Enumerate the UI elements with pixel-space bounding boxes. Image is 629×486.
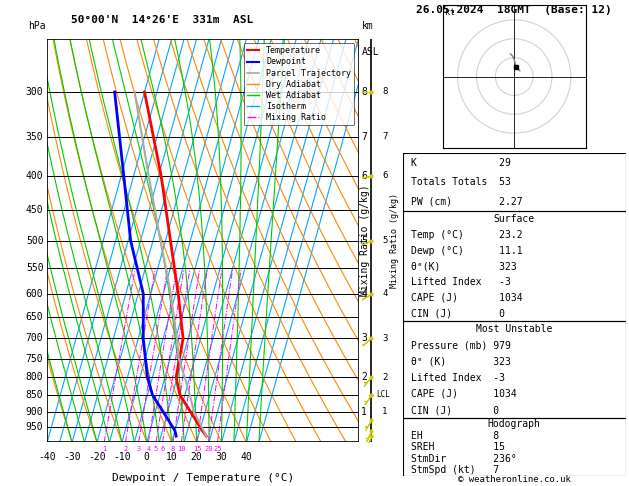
Text: 10: 10 [166, 452, 177, 462]
Text: 30: 30 [216, 452, 228, 462]
Text: CAPE (J)       1034: CAPE (J) 1034 [411, 293, 523, 303]
Text: 4: 4 [361, 289, 367, 298]
Text: CIN (J)       0: CIN (J) 0 [411, 405, 499, 415]
Text: 2: 2 [123, 446, 128, 452]
Text: 8: 8 [382, 87, 387, 96]
Text: 5: 5 [382, 236, 387, 245]
Text: 5: 5 [361, 236, 367, 245]
Text: 850: 850 [26, 390, 43, 400]
Text: 3: 3 [361, 333, 367, 344]
Text: 3: 3 [382, 334, 387, 343]
Text: CIN (J)        0: CIN (J) 0 [411, 308, 506, 318]
Text: 4: 4 [382, 289, 387, 298]
Text: PW (cm)        2.27: PW (cm) 2.27 [411, 196, 523, 207]
Text: 800: 800 [26, 372, 43, 382]
Text: Totals Totals  53: Totals Totals 53 [411, 177, 511, 187]
Text: 2: 2 [361, 372, 367, 382]
Text: 650: 650 [26, 312, 43, 322]
Text: Dewpoint / Temperature (°C): Dewpoint / Temperature (°C) [112, 472, 294, 483]
Text: 1: 1 [361, 407, 367, 417]
Text: θᵉ(K)          323: θᵉ(K) 323 [411, 261, 517, 271]
Legend: Temperature, Dewpoint, Parcel Trajectory, Dry Adiabat, Wet Adiabat, Isotherm, Mi: Temperature, Dewpoint, Parcel Trajectory… [243, 43, 354, 125]
Text: 6: 6 [160, 446, 165, 452]
Text: 1: 1 [382, 407, 387, 416]
Text: Pressure (mb) 979: Pressure (mb) 979 [411, 340, 511, 350]
Text: 750: 750 [26, 353, 43, 364]
Text: © weatheronline.co.uk: © weatheronline.co.uk [458, 474, 571, 484]
Text: Temp (°C)      23.2: Temp (°C) 23.2 [411, 230, 523, 240]
Text: Lifted Index  -3: Lifted Index -3 [411, 373, 506, 382]
Text: 8: 8 [171, 446, 175, 452]
Text: 6: 6 [382, 171, 387, 180]
Text: 900: 900 [26, 407, 43, 417]
Text: 20: 20 [191, 452, 203, 462]
Text: 10: 10 [177, 446, 186, 452]
Text: 300: 300 [26, 87, 43, 97]
Text: Mixing Ratio (g/kg): Mixing Ratio (g/kg) [360, 185, 370, 296]
Text: Mixing Ratio (g/kg): Mixing Ratio (g/kg) [390, 193, 399, 288]
Text: Lifted Index   -3: Lifted Index -3 [411, 277, 511, 287]
Text: θᵉ (K)        323: θᵉ (K) 323 [411, 357, 511, 366]
Text: Dewp (°C)      11.1: Dewp (°C) 11.1 [411, 245, 523, 256]
Text: -10: -10 [113, 452, 131, 462]
Text: 6: 6 [361, 171, 367, 181]
Text: 20: 20 [204, 446, 213, 452]
Text: CAPE (J)      1034: CAPE (J) 1034 [411, 389, 517, 399]
Text: 2: 2 [382, 373, 387, 382]
Text: 400: 400 [26, 171, 43, 181]
Text: 7: 7 [382, 132, 387, 141]
Text: Hodograph: Hodograph [487, 419, 541, 429]
Text: 350: 350 [26, 132, 43, 142]
Text: 5: 5 [154, 446, 159, 452]
Text: 700: 700 [26, 333, 43, 344]
Text: LCL: LCL [376, 390, 390, 399]
Text: 0: 0 [144, 452, 150, 462]
Text: EH            8: EH 8 [411, 431, 499, 440]
Text: 26.05.2024  18GMT  (Base: 12): 26.05.2024 18GMT (Base: 12) [416, 5, 612, 15]
Text: StmDir        236°: StmDir 236° [411, 454, 517, 464]
Text: -40: -40 [38, 452, 56, 462]
Text: kt: kt [445, 8, 455, 17]
Text: 950: 950 [26, 422, 43, 433]
Text: ASL: ASL [362, 47, 380, 57]
Text: Most Unstable: Most Unstable [476, 324, 552, 334]
Text: 1: 1 [102, 446, 106, 452]
Text: 500: 500 [26, 236, 43, 245]
Text: 550: 550 [26, 263, 43, 273]
Text: SREH          15: SREH 15 [411, 442, 506, 452]
Text: 3: 3 [136, 446, 141, 452]
Text: Surface: Surface [494, 214, 535, 224]
Text: 25: 25 [213, 446, 222, 452]
Text: -20: -20 [88, 452, 106, 462]
Text: 15: 15 [192, 446, 201, 452]
Text: 7: 7 [361, 132, 367, 142]
Text: -30: -30 [64, 452, 81, 462]
Text: 8: 8 [361, 87, 367, 97]
Text: 450: 450 [26, 205, 43, 215]
Text: hPa: hPa [28, 21, 46, 31]
Text: km: km [362, 21, 374, 31]
Text: 600: 600 [26, 289, 43, 298]
Text: 40: 40 [240, 452, 252, 462]
Text: StmSpd (kt)   7: StmSpd (kt) 7 [411, 466, 499, 475]
Text: K              29: K 29 [411, 158, 511, 168]
Text: 4: 4 [146, 446, 150, 452]
Text: 50°00'N  14°26'E  331m  ASL: 50°00'N 14°26'E 331m ASL [71, 15, 253, 25]
